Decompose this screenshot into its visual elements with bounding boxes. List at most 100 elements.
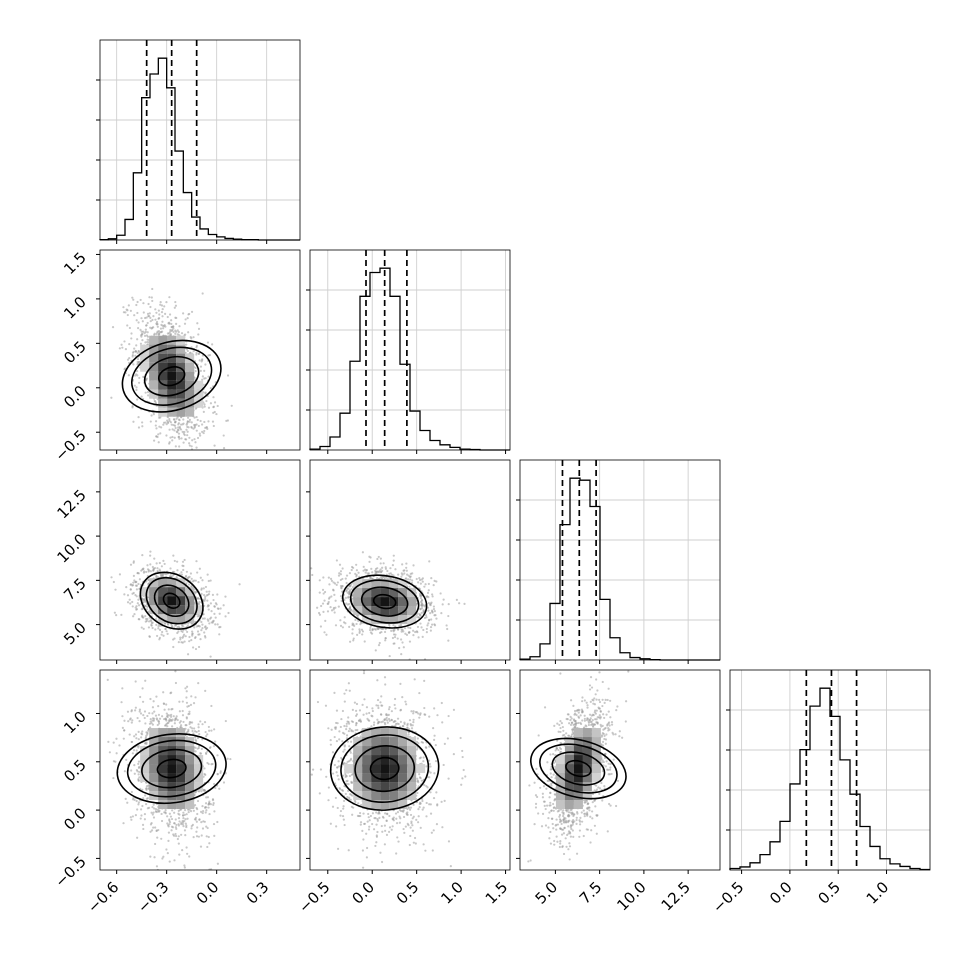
scatter-point bbox=[144, 328, 147, 331]
scatter-point bbox=[371, 628, 375, 631]
scatter-point bbox=[172, 418, 176, 421]
scatter-point bbox=[321, 602, 325, 605]
scatter-point bbox=[400, 575, 403, 578]
scatter-point bbox=[218, 612, 221, 615]
scatter-point bbox=[431, 593, 434, 596]
scatter-point bbox=[376, 576, 379, 580]
scatter-point bbox=[185, 690, 188, 693]
scatter-point bbox=[208, 842, 211, 845]
scatter-point bbox=[207, 608, 210, 611]
scatter-point bbox=[206, 427, 209, 431]
density-cell bbox=[176, 605, 186, 615]
scatter-point bbox=[409, 578, 412, 581]
scatter-point bbox=[198, 567, 201, 570]
scatter-point bbox=[327, 600, 330, 604]
scatter-point bbox=[199, 434, 202, 437]
scatter-point bbox=[318, 591, 321, 594]
scatter-point bbox=[337, 605, 340, 608]
scatter-point bbox=[402, 630, 405, 633]
scatter-point bbox=[165, 573, 168, 576]
scatter-point bbox=[186, 420, 189, 423]
scatter-point bbox=[380, 570, 383, 574]
scatter-point bbox=[211, 420, 215, 423]
scatter-point bbox=[123, 770, 126, 773]
scatter-point bbox=[141, 320, 144, 323]
scatter-point bbox=[206, 341, 210, 344]
scatter-point bbox=[183, 640, 186, 643]
scatter-point bbox=[143, 812, 147, 816]
scatter-point bbox=[378, 641, 381, 645]
scatter-point bbox=[133, 347, 136, 350]
scatter-point bbox=[409, 572, 412, 575]
scatter-point bbox=[408, 585, 411, 588]
scatter-point bbox=[156, 331, 159, 334]
density-cell bbox=[167, 398, 177, 408]
scatter-point bbox=[142, 571, 146, 574]
scatter-point bbox=[131, 600, 134, 604]
scatter-point bbox=[185, 813, 188, 816]
scatter-point bbox=[425, 631, 428, 634]
scatter-point bbox=[154, 714, 158, 717]
density-cell bbox=[167, 587, 177, 597]
scatter-point bbox=[316, 606, 319, 609]
scatter-point bbox=[145, 324, 148, 327]
density-cell bbox=[398, 579, 408, 589]
scatter-point bbox=[418, 613, 421, 616]
panel-content bbox=[310, 551, 466, 660]
scatter-point bbox=[138, 578, 141, 581]
scatter-point bbox=[199, 365, 203, 368]
scatter-point bbox=[390, 573, 394, 576]
scatter-point bbox=[427, 582, 430, 586]
scatter-point bbox=[166, 315, 169, 319]
scatter-point bbox=[128, 326, 131, 330]
scatter-point bbox=[206, 599, 209, 602]
scatter-point bbox=[175, 715, 178, 718]
scatter-point bbox=[431, 610, 434, 613]
scatter-point bbox=[137, 321, 140, 324]
scatter-point bbox=[412, 564, 415, 567]
scatter-point bbox=[144, 615, 147, 618]
scatter-point bbox=[426, 591, 430, 595]
scatter-point bbox=[174, 834, 178, 838]
scatter-point bbox=[157, 309, 160, 312]
scatter-point bbox=[155, 311, 158, 314]
scatter-point bbox=[400, 630, 403, 633]
scatter-point bbox=[139, 695, 142, 699]
scatter-point bbox=[131, 406, 134, 409]
density-cell bbox=[185, 371, 195, 381]
scatter-point bbox=[348, 585, 351, 588]
scatter-point bbox=[157, 317, 160, 320]
scatter-point bbox=[211, 593, 215, 596]
scatter-point bbox=[185, 701, 189, 704]
scatter-point bbox=[131, 296, 134, 299]
scatter-point bbox=[195, 454, 197, 456]
scatter-point bbox=[183, 829, 187, 832]
scatter-point bbox=[131, 719, 134, 722]
contour-line bbox=[341, 574, 428, 629]
scatter-point bbox=[384, 566, 387, 569]
scatter-point bbox=[172, 554, 175, 557]
histogram-panel-2 bbox=[516, 459, 721, 664]
scatter-point bbox=[170, 423, 173, 426]
scatter-point bbox=[455, 598, 458, 602]
scatter-point bbox=[136, 602, 139, 605]
scatter-point bbox=[162, 634, 165, 637]
scatter-point bbox=[170, 322, 173, 326]
scatter-point bbox=[388, 654, 391, 658]
scatter-point bbox=[447, 639, 450, 642]
scatter-point bbox=[398, 624, 401, 627]
density-cell bbox=[353, 588, 363, 598]
scatter-point bbox=[169, 333, 172, 336]
scatter-point bbox=[206, 750, 209, 753]
scatter-point bbox=[405, 566, 408, 569]
scatter-point bbox=[185, 467, 187, 469]
scatter-point bbox=[351, 628, 354, 631]
scatter-point bbox=[149, 316, 152, 319]
scatter-point bbox=[127, 720, 130, 723]
scatter-point bbox=[310, 567, 313, 570]
scatter-point bbox=[132, 574, 135, 577]
scatter-point bbox=[204, 391, 207, 394]
scatter-point bbox=[158, 561, 161, 565]
scatter-point bbox=[176, 333, 179, 336]
scatter-point bbox=[189, 351, 192, 354]
